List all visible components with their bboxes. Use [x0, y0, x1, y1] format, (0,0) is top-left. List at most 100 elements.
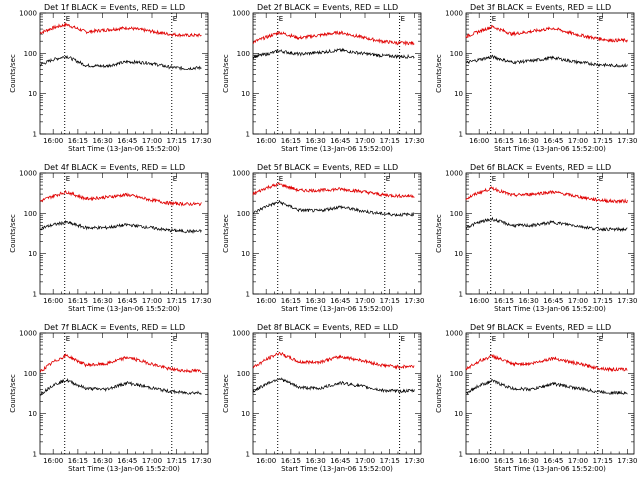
y-axis-label: Counts/sec — [435, 214, 443, 253]
x-tick-label: 16:30 — [92, 457, 112, 465]
x-tick-label: 17:00 — [355, 137, 375, 145]
y-tick-label: 1000 — [445, 330, 463, 338]
panel-7: Det 7f BLACK = Events, RED = LLD 1 10 100 10… — [9, 323, 212, 473]
x-axis-label: Start Time (13-Jan-06 15:52:00) — [68, 305, 180, 313]
corner-mark: E — [492, 175, 496, 183]
x-tick-label: 16:00 — [256, 297, 276, 305]
x-tick-label: 17:30 — [191, 137, 211, 145]
x-tick-label: 16:15 — [281, 297, 301, 305]
x-axis-label: Start Time (13-Jan-06 15:52:00) — [281, 305, 393, 313]
x-tick-label: 16:30 — [92, 137, 112, 145]
x-tick-label: 16:45 — [330, 457, 350, 465]
corner-mark: E — [599, 335, 603, 343]
plot-frame — [39, 332, 209, 455]
corner-mark: E — [66, 335, 70, 343]
x-tick-label: 16:00 — [43, 297, 63, 305]
x-tick-label: 17:30 — [191, 297, 211, 305]
x-tick-label: 17:30 — [617, 457, 637, 465]
x-tick-label: 16:45 — [543, 457, 563, 465]
plot-frame — [39, 12, 209, 135]
x-tick-label: 16:45 — [543, 297, 563, 305]
y-axis-label: Counts/sec — [435, 54, 443, 93]
x-tick-label: 16:00 — [43, 137, 63, 145]
y-axis-label: Counts/sec — [222, 54, 230, 93]
x-tick-label: 16:30 — [305, 457, 325, 465]
y-axis-label: Counts/sec — [9, 214, 17, 253]
y-axis-label: Counts/sec — [9, 54, 17, 93]
x-tick-label: 17:15 — [593, 137, 613, 145]
x-tick-label: 17:00 — [355, 297, 375, 305]
x-axis-label: Start Time (13-Jan-06 15:52:00) — [494, 145, 606, 153]
y-axis-label: Counts/sec — [435, 374, 443, 413]
x-axis-label: Start Time (13-Jan-06 15:52:00) — [494, 465, 606, 473]
x-tick-label: 16:30 — [518, 137, 538, 145]
lld-series-line — [465, 24, 628, 43]
y-tick-label: 1000 — [232, 330, 250, 338]
panel-title: Det 8f BLACK = Events, RED = LLD — [257, 323, 398, 332]
x-axis-label: Start Time (13-Jan-06 15:52:00) — [281, 145, 393, 153]
y-tick-label: 1000 — [232, 170, 250, 178]
y-tick-label: 1000 — [445, 10, 463, 18]
lld-series-line — [465, 353, 628, 373]
lld-series-line — [39, 189, 202, 207]
x-axis-label: Start Time (13-Jan-06 15:52:00) — [281, 465, 393, 473]
plot-frame — [252, 12, 422, 135]
panel-9: Det 9f BLACK = Events, RED = LLD 1 10 100 10… — [435, 323, 638, 473]
x-tick-label: 17:30 — [404, 297, 424, 305]
panel-title: Det 1f BLACK = Events, RED = LLD — [44, 3, 185, 12]
corner-mark: E — [173, 335, 177, 343]
y-tick-label: 1 — [459, 451, 463, 459]
events-series-line — [465, 216, 628, 233]
corner-mark: E — [492, 15, 496, 23]
x-tick-label: 17:00 — [568, 137, 588, 145]
panel-title: Det 6f BLACK = Events, RED = LLD — [470, 163, 611, 172]
plot-frame — [39, 172, 209, 295]
x-tick-label: 16:15 — [494, 137, 514, 145]
x-tick-label: 16:30 — [518, 457, 538, 465]
corner-mark: E — [386, 175, 390, 183]
x-axis-label: Start Time (13-Jan-06 15:52:00) — [68, 145, 180, 153]
y-tick-label: 10 — [28, 90, 37, 98]
y-tick-label: 10 — [28, 410, 37, 418]
x-tick-label: 16:15 — [68, 297, 88, 305]
x-tick-label: 17:30 — [617, 137, 637, 145]
x-tick-label: 16:00 — [43, 457, 63, 465]
x-tick-label: 17:30 — [404, 457, 424, 465]
lld-series-line — [465, 186, 628, 204]
corner-mark: E — [173, 15, 177, 23]
events-series-line — [39, 377, 202, 396]
lld-series-line — [39, 353, 202, 374]
panel-3: Det 3f BLACK = Events, RED = LLD 1 10 100 10… — [435, 3, 638, 153]
corner-mark: E — [279, 335, 283, 343]
plot-frame — [252, 332, 422, 455]
plot-frame — [465, 172, 635, 295]
corner-mark: E — [599, 15, 603, 23]
x-tick-label: 16:15 — [494, 297, 514, 305]
y-tick-label: 100 — [450, 210, 463, 218]
x-tick-label: 17:15 — [167, 297, 187, 305]
corner-mark: E — [492, 335, 496, 343]
y-tick-label: 1 — [246, 131, 250, 139]
y-tick-label: 100 — [237, 370, 250, 378]
panel-2: Det 2f BLACK = Events, RED = LLD 1 10 100 10… — [222, 3, 425, 153]
x-tick-label: 17:15 — [380, 297, 400, 305]
x-tick-label: 16:00 — [469, 297, 489, 305]
x-tick-label: 16:00 — [256, 457, 276, 465]
panel-title: Det 4f BLACK = Events, RED = LLD — [44, 163, 185, 172]
x-tick-label: 16:00 — [469, 457, 489, 465]
x-tick-label: 17:00 — [355, 457, 375, 465]
x-tick-label: 16:45 — [543, 137, 563, 145]
lld-series-line — [252, 30, 415, 47]
panel-1: Det 1f BLACK = Events, RED = LLD 1 10 100 10… — [9, 3, 212, 153]
y-tick-label: 1000 — [19, 330, 37, 338]
y-tick-label: 100 — [450, 370, 463, 378]
y-tick-label: 100 — [450, 50, 463, 58]
y-tick-label: 1 — [33, 291, 37, 299]
panel-title: Det 5f BLACK = Events, RED = LLD — [257, 163, 398, 172]
plot-frame — [465, 332, 635, 455]
x-tick-label: 16:30 — [305, 297, 325, 305]
events-series-line — [465, 54, 628, 68]
x-tick-label: 16:30 — [518, 297, 538, 305]
x-tick-label: 16:00 — [469, 137, 489, 145]
y-tick-label: 1 — [33, 131, 37, 139]
